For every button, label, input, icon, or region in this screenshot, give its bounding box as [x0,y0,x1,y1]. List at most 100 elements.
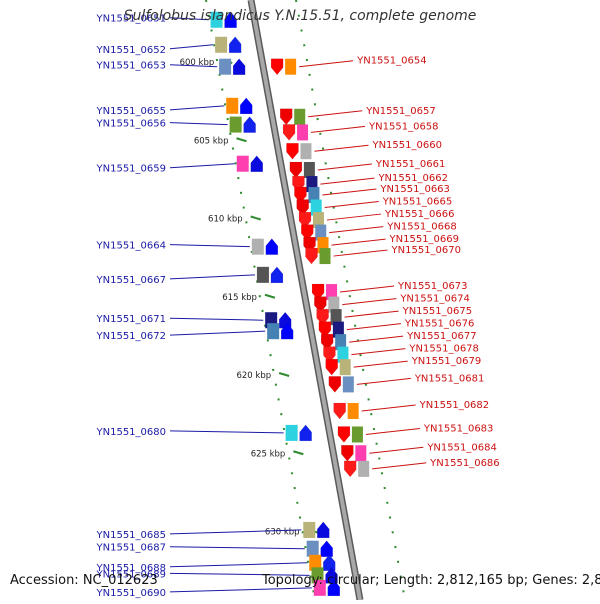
gene-feature-box [347,402,359,419]
gene-leader-line [342,298,397,306]
gene-leader-line [340,285,395,293]
genome-summary-text: Topology: circular; Length: 2,812,165 bp… [262,573,600,588]
gene-arrow [270,266,284,284]
gene-leader-line [169,562,308,568]
gene-label-reverse: YN1551_0651 [96,14,167,25]
gene-arrow [320,333,334,351]
gene-leader-line [356,377,411,385]
gene-leader-line [329,226,384,234]
gene-label-reverse: YN1551_0653 [96,61,167,72]
gene-feature-box [236,155,249,172]
scale-tick [264,293,276,299]
gene-leader-line [169,572,310,576]
gene-leader-line [322,188,377,196]
gene-label-forward: YN1551_0660 [371,140,442,151]
gene-label-forward: YN1551_0669 [389,234,460,245]
gene-feature-box [306,540,319,557]
gene-feature-box [311,567,324,584]
gene-arrow [317,521,330,539]
gene-label-reverse: YN1551_0690 [96,588,167,599]
gene-leader-line [320,177,375,185]
gene-label-forward: YN1551_0677 [406,331,477,342]
gene-label-forward: YN1551_0663 [379,184,450,195]
gene-label-forward: YN1551_0686 [429,458,500,469]
gene-leader-line [311,125,366,133]
gene-leader-line [361,404,416,412]
scale-tick [278,372,290,377]
gene-feature-box [215,36,228,53]
gene-feature-box [330,309,342,326]
scale-label: 630 kbp [265,528,300,538]
gene-arrow [316,308,329,326]
scale-tick [250,215,261,221]
tick-track-right [295,0,406,601]
gene-arrow [296,199,309,216]
gene-feature-box [251,238,264,255]
scale-label: 600 kbp [180,58,215,68]
gene-leader-line [326,213,382,221]
scale-label: 625 kbp [251,449,286,459]
gene-leader-line [346,323,401,331]
gene-arrow [318,321,332,339]
gene-feature-box [309,554,322,571]
scale-label: 610 kbp [208,215,243,225]
gene-arrow [294,186,307,204]
gene-leader-line [372,462,427,470]
gene-feature-box [285,58,297,75]
gene-feature-box [285,424,298,441]
gene-arrow [337,426,351,443]
gene-leader-line [169,274,255,280]
gene-feature-box [315,224,327,241]
gene-arrow [282,124,296,141]
gene-label-forward: YN1551_0684 [426,442,497,453]
gene-label-forward: YN1551_0662 [377,173,448,184]
gene-label-reverse: YN1551_0659 [96,164,167,175]
gene-label-forward: YN1551_0676 [404,319,475,330]
gene-label-forward: YN1551_0673 [397,281,468,292]
gene-arrow [286,142,299,160]
gene-leader-line [299,60,354,68]
gene-arrow [243,116,256,133]
gene-feature-box [326,284,338,301]
gene-label-forward: YN1551_0670 [391,245,462,256]
gene-arrow [279,108,293,126]
genome-backbone-highlight [249,0,362,601]
gene-label-forward: YN1551_0657 [365,106,436,117]
scale-tick [293,450,304,456]
gene-leader-line [169,546,305,550]
gene-leader-line [324,201,379,209]
gene-label-reverse: YN1551_0685 [96,530,167,541]
gene-leader-line [333,249,388,257]
gene-leader-line [317,163,372,171]
gene-arrow [265,238,279,255]
gene-feature-box [294,108,306,125]
gene-feature-box [312,212,324,229]
gene-label-forward: YN1551_0665 [382,197,453,208]
gene-arrow [320,540,333,557]
gene-feature-box [297,124,309,141]
gene-label-forward: YN1551_0674 [399,294,470,305]
gene-feature-box [351,426,363,443]
scale-label: 615 kbp [222,293,257,303]
gene-feature-box [317,237,329,254]
gene-leader-line [169,587,312,593]
gene-arrow [280,322,294,340]
scale-label: 620 kbp [236,371,271,381]
gene-leader-line [349,335,404,343]
gene-label-forward: YN1551_0675 [402,306,473,317]
gene-feature-box [335,334,347,351]
gene-feature-box [332,321,344,338]
gene-leader-line [169,430,284,434]
gene-feature-box [267,323,280,340]
gene-arrow [299,424,312,442]
gene-leader-line [169,330,266,336]
gene-label-reverse: YN1551_0687 [96,543,167,554]
gene-label-reverse: YN1551_0664 [96,241,167,252]
gene-feature-box [219,58,232,75]
gene-leader-line [169,64,218,68]
gene-feature-box [303,521,316,538]
gene-arrow [224,11,237,28]
gene-label-forward: YN1551_0678 [408,344,479,355]
gene-feature-box [310,199,322,216]
